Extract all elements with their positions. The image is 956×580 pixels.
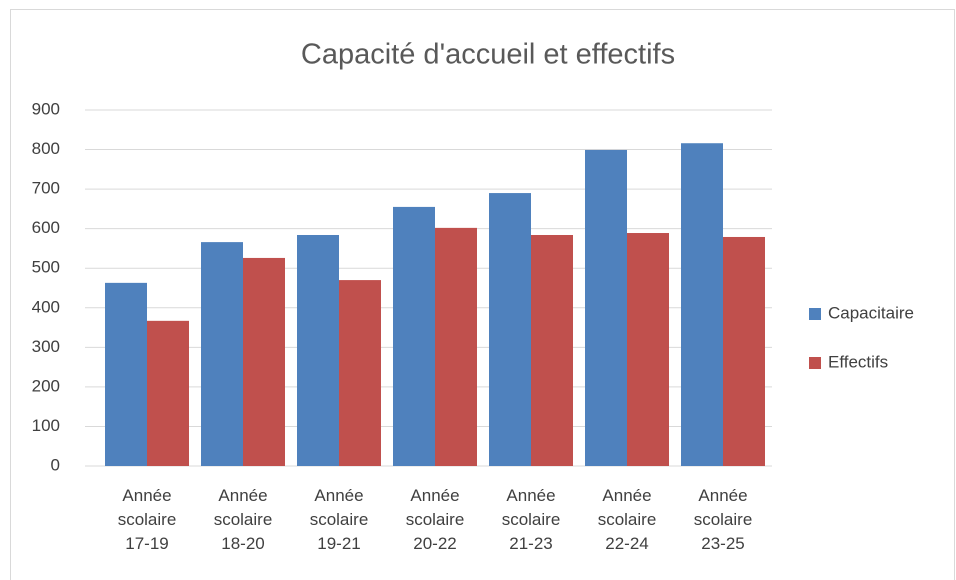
y-tick-label: 900 [32,99,60,118]
x-tick-label: Année scolaire 19-21 [309,486,369,553]
bar [147,320,189,466]
bar [531,234,573,466]
legend-label: Capacitaire [828,303,914,322]
y-tick-label: 800 [32,139,60,158]
bar [297,234,339,466]
bar [489,193,531,467]
bar [723,236,765,466]
x-tick-label: Année scolaire 17-19 [117,486,177,553]
bar [435,227,477,466]
x-tick-label: Année scolaire 22-24 [597,486,657,553]
x-tick-label: Année scolaire 18-20 [213,486,273,553]
legend-swatch [809,308,821,320]
bar [585,149,627,466]
legend-swatch [809,357,821,369]
y-tick-label: 200 [32,376,60,395]
legend-label: Effectifs [828,352,888,371]
y-tick-label: 500 [32,258,60,277]
bar [393,206,435,466]
bar [201,242,243,466]
bar [105,282,147,466]
y-tick-label: 600 [32,218,60,237]
x-tick-label: Année scolaire 21-23 [501,486,561,553]
bar [243,257,285,466]
chart-border [10,9,955,580]
bar [627,233,669,466]
x-tick-label: Année scolaire 23-25 [693,486,753,553]
y-tick-label: 0 [51,455,60,474]
y-tick-label: 700 [32,179,60,198]
bar [681,143,723,466]
chart-title: Capacité d'accueil et effectifs [301,39,675,71]
y-tick-label: 400 [32,297,60,316]
y-tick-label: 300 [32,337,60,356]
x-tick-label: Année scolaire 20-22 [405,486,465,553]
bar [339,280,381,466]
y-tick-label: 100 [32,416,60,435]
